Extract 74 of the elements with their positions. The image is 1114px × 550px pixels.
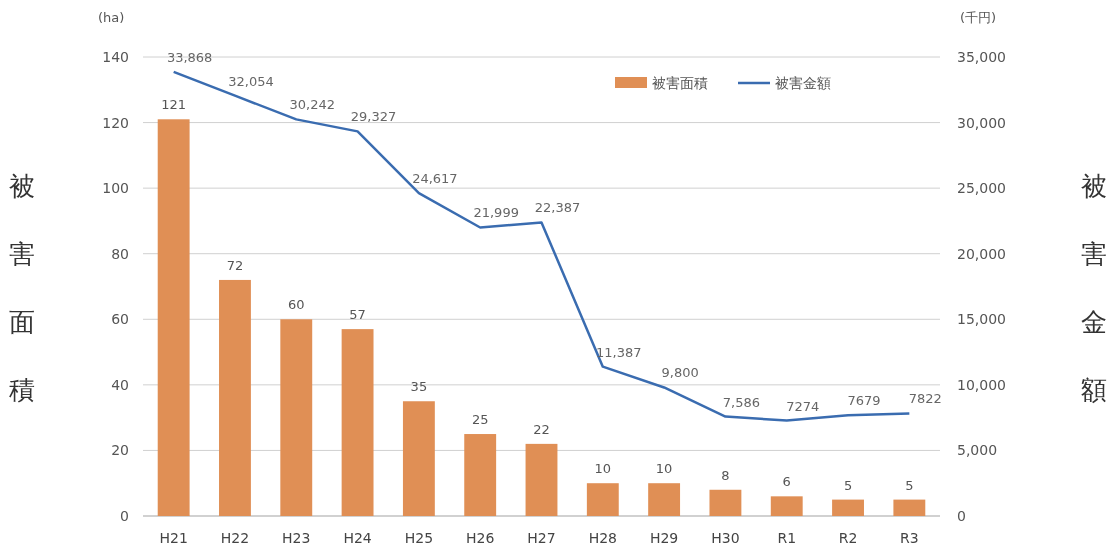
data-label: 5	[843, 477, 853, 493]
data-label: 22,387	[534, 200, 581, 216]
data-label: 7,586	[722, 394, 761, 410]
y-tick-label: 80	[111, 245, 129, 262]
data-label: 22	[533, 421, 550, 437]
bar	[280, 319, 313, 516]
bar	[832, 499, 864, 516]
data-label: 9,800	[661, 365, 699, 381]
x-tick-label: H23	[282, 530, 311, 546]
y2-tick-label: 20,000	[957, 245, 1006, 262]
x-tick-label: H22	[220, 530, 250, 546]
x-tick-label: H30	[711, 530, 740, 546]
x-tick-label: H27	[527, 530, 556, 546]
y2-tick-label: 30,000	[957, 114, 1006, 131]
x-tick-label: H25	[404, 530, 434, 546]
data-label: 29,327	[350, 109, 397, 125]
y-tick-label: 20	[111, 442, 129, 459]
y-tick-label: 0	[120, 508, 129, 524]
data-label: 30,242	[289, 97, 336, 113]
bar	[402, 401, 435, 516]
y2-tick-label: 35,000	[957, 49, 1006, 65]
legend-label: 被害金額	[775, 75, 831, 91]
bar	[464, 434, 497, 516]
bar	[525, 443, 558, 516]
bar	[648, 483, 681, 516]
data-label: 7274	[786, 398, 820, 414]
data-label: 21,999	[473, 205, 519, 221]
bar	[341, 329, 374, 516]
x-tick-label: R2	[838, 530, 858, 546]
data-label: 72	[226, 257, 244, 273]
y-tick-label: 140	[102, 49, 129, 65]
legend-label: 被害面積	[652, 75, 708, 91]
data-label: 24,617	[412, 171, 458, 187]
y-tick-label: 60	[111, 311, 129, 328]
data-label: 11,387	[596, 344, 642, 360]
data-label: 10	[655, 461, 673, 477]
y2-tick-label: 25,000	[957, 180, 1006, 197]
y2-tick-label: 5,000	[957, 442, 998, 459]
data-label: 7679	[847, 393, 881, 409]
bar	[219, 279, 251, 516]
text: 被害金額	[1081, 170, 1107, 405]
bar	[157, 119, 190, 516]
y2-tick-label: 15,000	[957, 311, 1006, 328]
data-label: 121	[161, 97, 187, 113]
bar	[586, 483, 619, 516]
data-label: 25	[471, 412, 489, 428]
y-tick-label: 100	[102, 180, 129, 197]
x-tick-label: R3	[900, 530, 919, 546]
y2-tick-label: 10,000	[957, 376, 1006, 393]
data-label: 8	[721, 467, 730, 483]
bar	[893, 499, 926, 516]
data-label: 7822	[908, 391, 942, 407]
y2-tick-label: 0	[957, 508, 966, 524]
data-label: 10	[594, 461, 612, 477]
x-tick-label: H21	[159, 530, 188, 546]
x-tick-label: R1	[777, 530, 797, 546]
x-tick-label: H24	[343, 530, 372, 546]
x-tick-label: H26	[466, 530, 495, 546]
data-label: 33,868	[166, 49, 213, 65]
data-label: 32,054	[228, 73, 274, 89]
bar	[709, 489, 742, 516]
data-label: 57	[349, 307, 366, 323]
x-tick-label: H28	[588, 530, 617, 546]
data-label: 6	[782, 474, 791, 490]
text: (ha)	[98, 10, 125, 25]
data-label: 5	[905, 477, 914, 493]
bar	[770, 496, 803, 516]
y-tick-label: 120	[102, 114, 129, 131]
text: 被害面積	[9, 170, 35, 405]
data-label: 35	[410, 379, 428, 395]
y-tick-label: 40	[111, 376, 129, 393]
data-label: 60	[288, 297, 305, 313]
text: (千円)	[960, 10, 997, 25]
x-tick-label: H29	[649, 530, 679, 546]
